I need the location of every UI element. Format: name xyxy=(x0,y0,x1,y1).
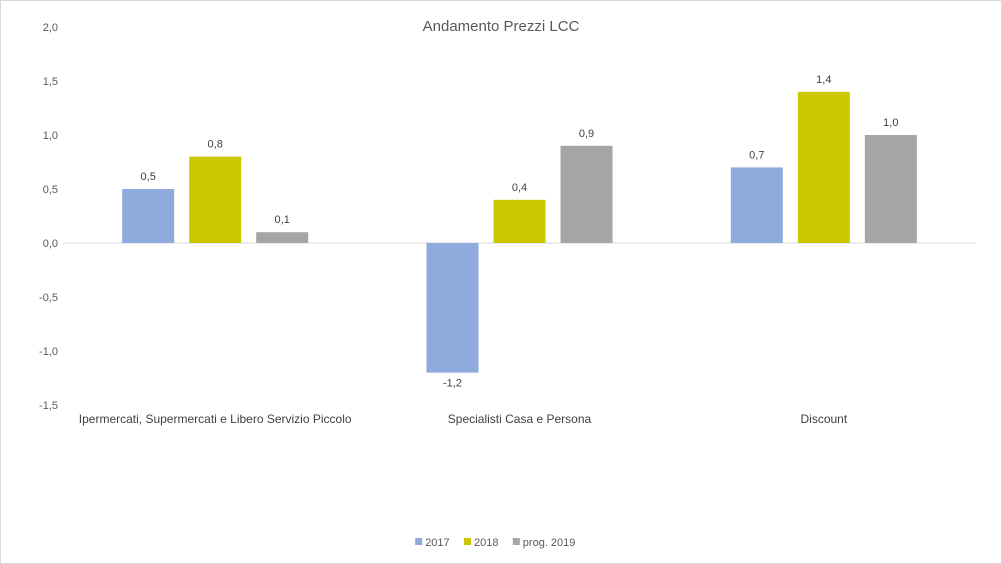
y-tick-label: -1,5 xyxy=(39,400,58,412)
data-label: 0,1 xyxy=(275,214,290,226)
data-label: 1,4 xyxy=(816,74,831,86)
data-label: 0,7 xyxy=(749,149,764,161)
category-labels: Ipermercati, Supermercati e Libero Servi… xyxy=(79,412,848,426)
legend-label: prog. 2019 xyxy=(523,537,576,549)
y-tick-label: 1,0 xyxy=(43,130,58,142)
legend-swatch xyxy=(512,538,520,545)
chart-title: Andamento Prezzi LCC xyxy=(423,18,580,35)
legend: 2017 2018 prog. 2019 xyxy=(415,537,575,549)
data-labels: 0,5 0,8 0,1 -1,2 0,4 0,9 0,7 1,4 1,0 xyxy=(141,74,899,390)
category-label: Specialisti Casa e Persona xyxy=(448,412,592,426)
category-label: Ipermercati, Supermercati e Libero Servi… xyxy=(79,412,352,426)
legend-swatch xyxy=(464,538,471,545)
y-tick-label: -1,0 xyxy=(39,346,58,358)
legend-swatch xyxy=(415,538,423,545)
y-tick-label: 1,5 xyxy=(43,76,58,88)
legend-label: 2018 xyxy=(474,537,498,549)
bar-2017-2 xyxy=(730,167,783,243)
y-tick-label: 0,0 xyxy=(43,238,58,250)
y-tick-label: 2,0 xyxy=(43,22,58,34)
bars xyxy=(122,91,917,373)
data-label: -1,2 xyxy=(443,378,462,390)
bar-2018-2 xyxy=(797,91,850,243)
data-label: 0,8 xyxy=(208,139,223,151)
bar-prog-2019-1 xyxy=(560,145,613,243)
data-label: 0,9 xyxy=(579,128,594,140)
bar-2018-1 xyxy=(493,199,546,243)
bar-2018-0 xyxy=(189,156,242,243)
y-tick-label: -0,5 xyxy=(39,292,58,304)
bar-prog-2019-2 xyxy=(864,135,917,243)
data-label: 0,4 xyxy=(512,182,527,194)
legend-label: 2017 xyxy=(425,537,449,549)
y-tick-label: 0,5 xyxy=(43,184,58,196)
data-label: 0,5 xyxy=(141,171,156,183)
category-label: Discount xyxy=(800,412,847,426)
bar-2017-1 xyxy=(426,243,479,373)
bar-prog-2019-0 xyxy=(256,232,309,243)
data-label: 1,0 xyxy=(883,117,898,129)
y-axis-tick-labels: 2,0 1,5 1,0 0,5 0,0 -0,5 -1,0 -1,5 xyxy=(39,22,58,412)
bar-2017-0 xyxy=(122,189,175,243)
